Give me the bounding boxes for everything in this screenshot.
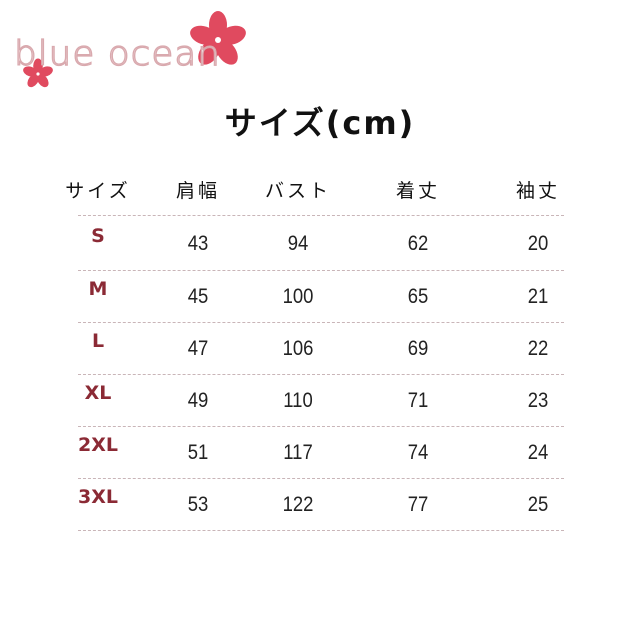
cell-shoulder-width: 53: [187, 493, 209, 516]
row-divider: [78, 530, 564, 531]
row-divider: [78, 215, 564, 216]
row-divider: [78, 478, 564, 479]
cherry-blossom-icon: [190, 11, 246, 65]
column-header-sleeve-length: 袖丈: [515, 180, 560, 202]
column-header-shoulder-width: 肩幅: [175, 180, 220, 202]
cell-sleeve-length: 20: [527, 232, 549, 255]
cell-shoulder-width: 45: [187, 285, 209, 308]
row-divider: [78, 322, 564, 323]
column-header-length: 着丈: [395, 180, 440, 202]
cell-bust: 110: [283, 389, 313, 412]
page-title: サイズ(cm): [224, 104, 416, 142]
cell-bust: 100: [282, 285, 314, 308]
cell-sleeve-length: 24: [527, 441, 549, 464]
cell-length: 74: [407, 441, 429, 464]
cell-sleeve-length: 25: [527, 493, 549, 516]
size-label: 2XL: [78, 434, 118, 456]
cell-length: 71: [407, 389, 429, 412]
cell-shoulder-width: 47: [187, 337, 209, 360]
row-divider: [78, 270, 564, 271]
cell-bust: 122: [282, 493, 314, 516]
cell-sleeve-length: 23: [527, 389, 549, 412]
size-label: 3XL: [78, 486, 118, 508]
cell-shoulder-width: 49: [187, 389, 209, 412]
row-divider: [78, 426, 564, 427]
cell-sleeve-length: 21: [527, 285, 549, 308]
column-header-size: サイズ: [65, 180, 131, 202]
size-label: S: [91, 225, 105, 247]
cell-shoulder-width: 51: [187, 441, 209, 464]
cell-length: 69: [407, 337, 429, 360]
row-divider: [78, 374, 564, 375]
size-label: L: [91, 330, 105, 352]
cell-bust: 106: [282, 337, 314, 360]
cell-sleeve-length: 22: [527, 337, 549, 360]
cell-length: 65: [407, 285, 429, 308]
cell-length: 77: [407, 493, 429, 516]
brand-logo: blue ocean: [0, 0, 260, 100]
cell-shoulder-width: 43: [187, 232, 209, 255]
column-header-bust: バスト: [264, 180, 331, 202]
logo-text: blue ocean: [13, 33, 221, 74]
cherry-blossom-icon: [23, 58, 53, 88]
cell-bust: 94: [287, 232, 309, 255]
size-label: M: [88, 278, 108, 300]
cell-length: 62: [407, 232, 429, 255]
size-label: XL: [84, 382, 112, 404]
cell-bust: 117: [283, 441, 313, 464]
